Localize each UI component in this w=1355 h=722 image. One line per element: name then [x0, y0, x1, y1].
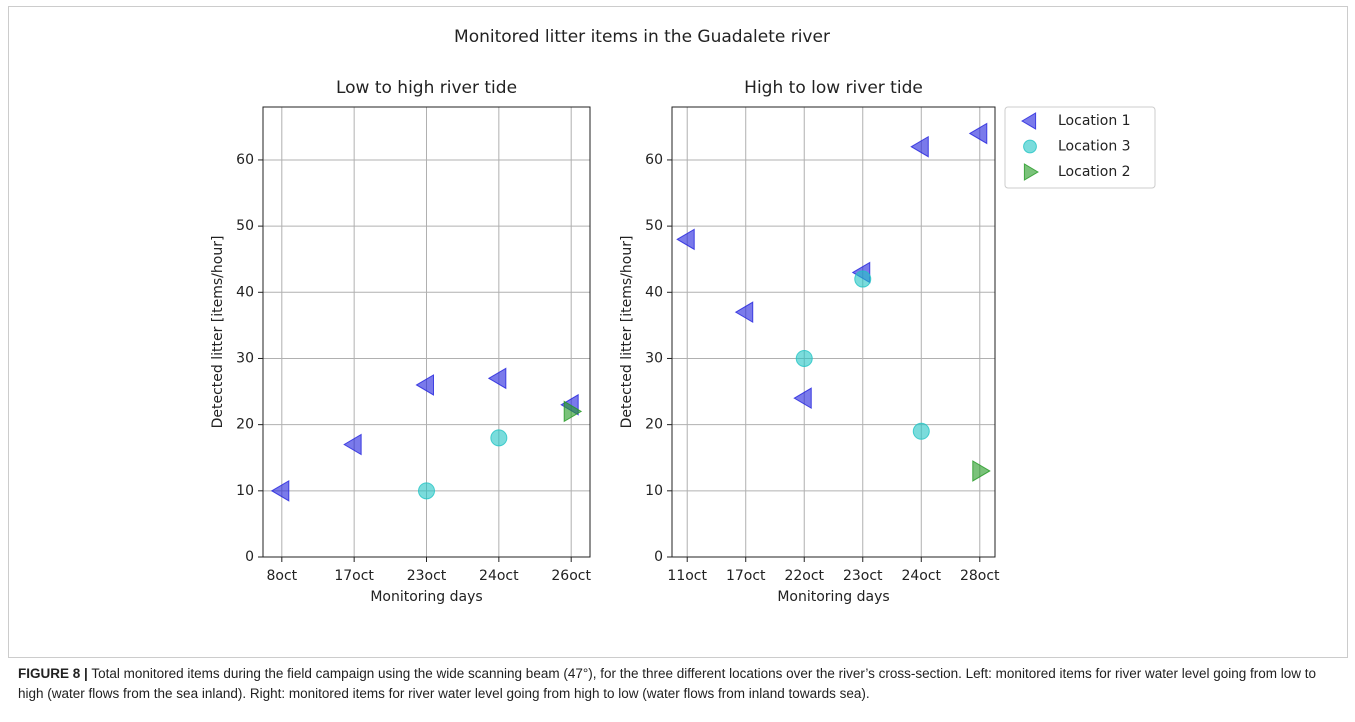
point — [418, 482, 435, 500]
point — [968, 122, 988, 145]
x-axis-label: Monitoring days — [370, 589, 482, 605]
x-tick-label: 17oct — [726, 568, 766, 584]
x-tick-label: 8oct — [266, 568, 297, 584]
point — [734, 301, 754, 324]
point — [563, 400, 583, 423]
y-tick-label: 60 — [236, 152, 254, 168]
point — [793, 387, 812, 410]
plot-frame — [671, 106, 996, 558]
point — [912, 422, 930, 440]
y-tick-label: 0 — [654, 549, 663, 565]
point — [415, 374, 434, 396]
figure-title: Monitored litter items in the Guadalete … — [454, 27, 830, 47]
y-tick-label: 40 — [236, 284, 254, 300]
chart-title: Low to high river tide — [336, 78, 517, 98]
y-tick-label: 10 — [645, 483, 663, 499]
plot-frame — [262, 106, 591, 558]
y-tick-label: 20 — [236, 417, 254, 433]
x-axis-label: Monitoring days — [777, 589, 889, 605]
y-tick-label: 50 — [645, 218, 663, 234]
chart-title: High to low river tide — [744, 78, 923, 98]
legend-box — [1004, 106, 1156, 189]
y-axis-label: Detected litter [items/hour] — [210, 236, 226, 429]
x-tick-label: 23oct — [407, 568, 447, 584]
x-tick-label: 17oct — [334, 568, 374, 584]
y-axis-label: Detected litter [items/hour] — [619, 236, 635, 429]
legend-marker — [1021, 112, 1037, 130]
x-tick-label: 11oct — [667, 568, 707, 584]
point — [487, 367, 507, 390]
x-tick-label: 23oct — [843, 568, 883, 584]
legend-marker — [1023, 163, 1039, 181]
x-tick-label: 26oct — [551, 568, 591, 584]
y-tick-label: 10 — [236, 483, 254, 499]
point — [676, 228, 695, 251]
point — [490, 429, 508, 447]
legend-label: Location 3 — [1058, 139, 1131, 155]
x-tick-label: 24oct — [479, 568, 519, 584]
y-tick-label: 30 — [645, 350, 663, 366]
legend-marker — [1023, 139, 1037, 154]
point — [972, 460, 991, 482]
y-tick-label: 30 — [236, 350, 254, 366]
x-tick-label: 24oct — [901, 568, 941, 584]
y-tick-label: 60 — [645, 152, 663, 168]
point — [343, 433, 362, 456]
caption-label: FIGURE 8 | — [18, 666, 88, 681]
figure: Monitored litter items in the Guadalete … — [210, 27, 1156, 605]
x-tick-label: 28oct — [960, 568, 1000, 584]
point — [854, 270, 872, 288]
y-tick-label: 0 — [245, 549, 254, 565]
x-tick-label: 22oct — [784, 568, 824, 584]
figure-frame — [8, 6, 1348, 658]
caption-text: Total monitored items during the field c… — [18, 666, 1317, 701]
point — [270, 479, 290, 502]
y-tick-label: 40 — [645, 284, 663, 300]
y-tick-label: 20 — [645, 417, 663, 433]
legend-label: Location 2 — [1058, 164, 1131, 180]
legend-label: Location 1 — [1058, 113, 1131, 129]
caption: FIGURE 8 | Total monitored items during … — [18, 664, 1338, 704]
point — [910, 135, 929, 158]
point — [795, 349, 813, 367]
y-tick-label: 50 — [236, 218, 254, 234]
